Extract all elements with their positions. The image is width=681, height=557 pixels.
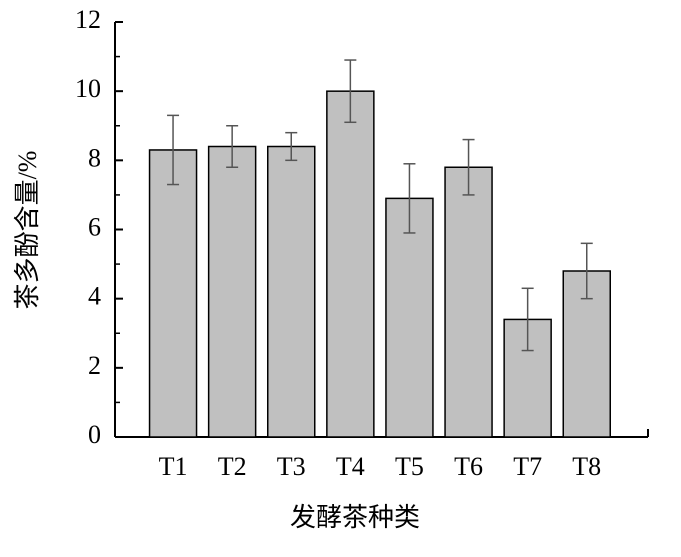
x-tick-label: T5 (395, 452, 424, 481)
error-bar (167, 114, 180, 186)
x-axis-label: 发酵茶种类 (290, 503, 420, 532)
y-tick-label: 8 (88, 143, 101, 172)
bar (326, 90, 375, 438)
bar (385, 197, 434, 438)
error-bar (580, 242, 593, 300)
error-bar (226, 125, 239, 168)
bar (207, 145, 257, 438)
x-tick-label: T8 (572, 452, 601, 481)
error-bar (285, 131, 298, 162)
error-bar (403, 163, 416, 234)
y-axis-label: 茶多酚含量/% (13, 151, 42, 310)
x-tick-label: T6 (454, 452, 483, 481)
x-tick-label: T2 (218, 452, 247, 481)
x-tick-label: T4 (336, 452, 365, 481)
y-tick-label: 10 (75, 74, 101, 103)
error-bar (462, 138, 475, 196)
x-tick-label: T1 (159, 452, 188, 481)
bar (148, 149, 198, 438)
y-tick-label: 6 (88, 212, 101, 241)
y-tick-label: 0 (88, 420, 101, 449)
y-tick-label: 2 (88, 351, 101, 380)
y-tick-label: 4 (88, 282, 101, 311)
x-tick-label: T3 (277, 452, 306, 481)
error-bar (344, 59, 357, 124)
bar (267, 145, 316, 438)
error-bar (521, 287, 534, 352)
x-tick-label: T7 (513, 452, 542, 481)
y-tick-label: 12 (75, 5, 101, 34)
bar (444, 166, 493, 438)
